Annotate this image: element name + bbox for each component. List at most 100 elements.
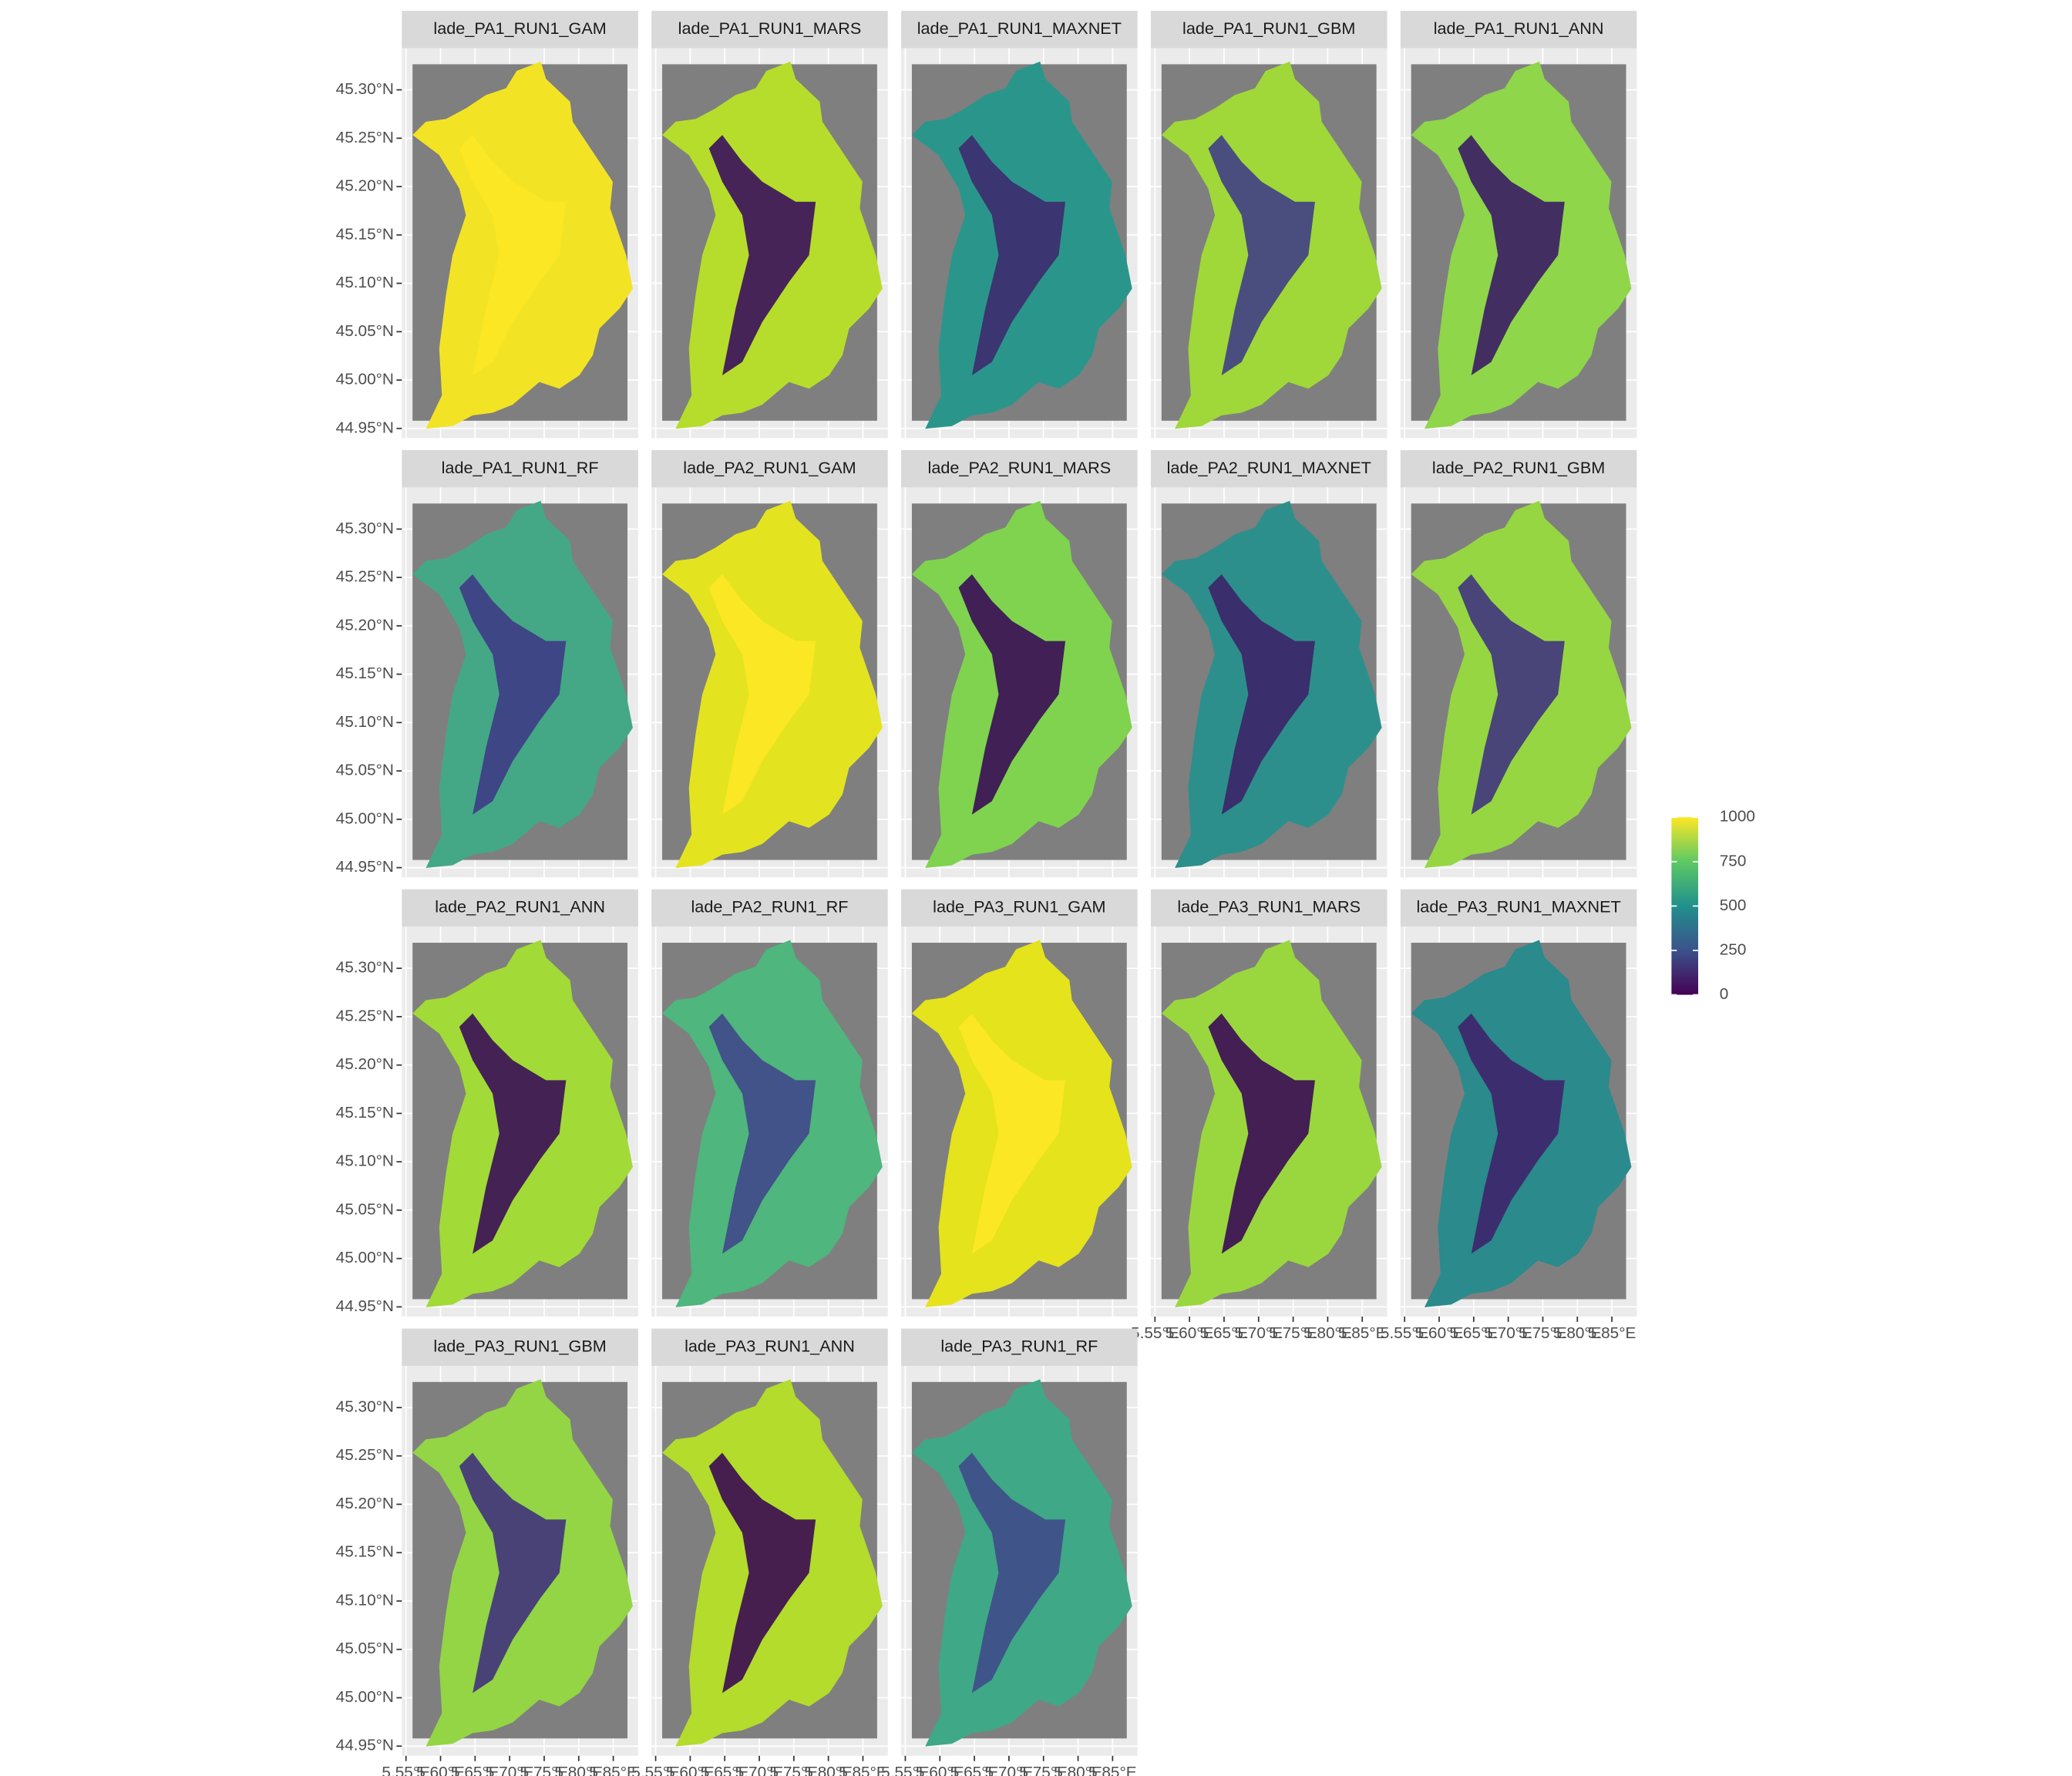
y-tick-label: 45.25°N <box>336 129 394 146</box>
x-tick-label: 5.70°E <box>1234 1324 1283 1342</box>
x-tick-label: 5.55°E <box>1131 1324 1179 1342</box>
x-tick-label: 5.70°E <box>486 1764 534 1776</box>
strip <box>1150 449 1388 488</box>
panel <box>402 487 638 878</box>
y-tick-label: 44.95°N <box>336 419 394 436</box>
panel-title: lade_PA3_RUN1_ANN <box>684 1337 855 1356</box>
x-tick-label: 5.70°E <box>735 1764 784 1776</box>
map-valley <box>958 135 1066 375</box>
x-tick-label: 5.85°E <box>839 1764 887 1776</box>
map <box>1161 61 1382 429</box>
x-tick-label: 5.55°E <box>1381 1324 1429 1342</box>
map-valley <box>459 574 567 815</box>
map <box>1411 940 1632 1307</box>
x-tick-label: 5.60°E <box>666 1764 715 1776</box>
y-tick-label: 45.10°N <box>336 1152 394 1170</box>
map <box>1161 500 1382 869</box>
y-tick-label: 45.20°N <box>336 616 394 634</box>
panel-title: lade_PA3_RUN1_MARS <box>1177 897 1361 917</box>
panel <box>402 48 638 439</box>
map-valley <box>1458 574 1565 815</box>
x-tick-label: 5.70°E <box>985 1764 1034 1776</box>
map-valley <box>459 1013 567 1254</box>
strip <box>901 1328 1138 1367</box>
strip <box>1150 11 1388 49</box>
map-valley <box>1458 1013 1565 1254</box>
x-tick-label: 5.75°E <box>1019 1764 1068 1776</box>
panel-title: lade_PA1_RUN1_GBM <box>1182 18 1355 38</box>
x-tick-label: 5.85°E <box>589 1764 637 1776</box>
map-valley <box>1208 135 1315 375</box>
panel-title: lade_PA3_RUN1_GAM <box>933 897 1105 917</box>
x-tick-label: 5.55°E <box>631 1764 680 1776</box>
panel-title: lade_PA1_RUN1_GAM <box>433 18 606 38</box>
y-tick-label: 45.10°N <box>336 1591 394 1609</box>
x-tick-label: 5.80°E <box>554 1764 603 1776</box>
panel <box>1400 48 1637 439</box>
x-tick-label: 5.60°E <box>1166 1324 1214 1342</box>
x-tick-label: 5.65°E <box>1450 1324 1498 1342</box>
map-valley <box>708 1452 816 1694</box>
panel-title: lade_PA2_RUN1_GAM <box>683 458 856 477</box>
strip <box>651 889 888 927</box>
panel-title: lade_PA2_RUN1_GBM <box>1432 458 1605 477</box>
map <box>1411 61 1632 429</box>
panel <box>651 927 888 1317</box>
x-tick-label: 5.65°E <box>1200 1324 1249 1342</box>
panel-title: lade_PA2_RUN1_ANN <box>435 897 605 917</box>
map-valley <box>958 574 1066 815</box>
panel <box>651 487 888 878</box>
map-valley <box>1208 574 1315 815</box>
strip <box>402 889 638 927</box>
y-tick-label: 45.00°N <box>336 371 394 388</box>
y-tick-label: 45.05°N <box>336 322 394 340</box>
panel-title: lade_PA2_RUN1_MAXNET <box>1167 458 1371 477</box>
panel <box>901 927 1138 1317</box>
y-tick-label: 45.00°N <box>336 1688 394 1706</box>
map-valley <box>708 1013 816 1254</box>
panel <box>1400 927 1637 1317</box>
y-tick-label: 45.05°N <box>336 1200 394 1218</box>
panel <box>1150 927 1388 1317</box>
x-tick-label: 5.55°E <box>382 1764 430 1776</box>
panel <box>1150 48 1388 439</box>
map-valley <box>708 135 816 375</box>
y-tick-label: 45.20°N <box>336 1055 394 1073</box>
x-tick-label: 5.70°E <box>1484 1324 1532 1342</box>
map <box>412 500 633 869</box>
y-tick-label: 45.15°N <box>336 664 394 682</box>
panel <box>402 1366 638 1756</box>
legend-label: 250 <box>1720 940 1747 958</box>
y-tick-label: 45.30°N <box>336 520 394 537</box>
panel-title: lade_PA3_RUN1_RF <box>940 1337 1098 1356</box>
x-tick-label: 5.55°E <box>881 1764 930 1776</box>
y-tick-label: 44.95°N <box>336 858 394 876</box>
x-tick-label: 5.85°E <box>1088 1764 1137 1776</box>
strip <box>402 1328 638 1367</box>
legend-label: 750 <box>1720 852 1747 870</box>
map <box>911 500 1132 869</box>
y-tick-label: 45.15°N <box>336 225 394 243</box>
y-tick-label: 45.25°N <box>336 1446 394 1464</box>
map <box>662 61 883 429</box>
x-tick-label: 5.60°E <box>416 1764 465 1776</box>
x-tick-label: 5.80°E <box>1303 1324 1352 1342</box>
strip <box>651 1328 888 1367</box>
panel <box>901 1366 1138 1756</box>
y-tick-label: 45.00°N <box>336 809 394 827</box>
panel-title: lade_PA2_RUN1_RF <box>691 897 849 917</box>
map <box>1161 940 1382 1307</box>
y-tick-label: 45.30°N <box>336 1398 394 1415</box>
y-tick-label: 45.20°N <box>336 1495 394 1512</box>
strip <box>1400 449 1637 488</box>
map <box>911 61 1132 429</box>
map <box>662 940 883 1307</box>
strip <box>901 11 1138 49</box>
map <box>662 500 883 869</box>
map-valley <box>1458 135 1565 375</box>
y-tick-label: 45.20°N <box>336 177 394 195</box>
x-tick-label: 5.65°E <box>451 1764 500 1776</box>
x-tick-label: 5.65°E <box>701 1764 749 1776</box>
